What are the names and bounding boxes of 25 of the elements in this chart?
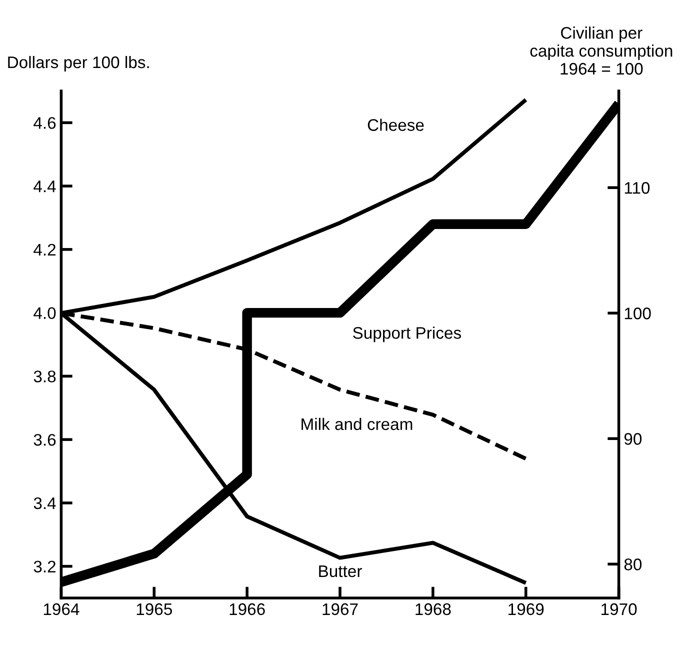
y2-tick-label: 80 xyxy=(624,558,642,570)
series-label: Butter xyxy=(319,565,362,578)
y-tick-label: 3.2 xyxy=(34,560,56,573)
x-tick-label: 1966 xyxy=(230,603,265,616)
x-tick-label: 1967 xyxy=(322,603,358,616)
y-tick-label: 4.0 xyxy=(34,307,56,320)
y2-tick-label: 110 xyxy=(624,182,650,194)
y2-axis-title: Civilian per capita consumption 1964 = 100 xyxy=(530,26,672,75)
x-tick-label: 1969 xyxy=(508,603,544,616)
x-tick-label: 1965 xyxy=(136,603,172,616)
series-label: Milk and cream xyxy=(302,418,412,430)
y-tick-label: 3.4 xyxy=(34,497,56,510)
x-tick-label: 1970 xyxy=(602,603,637,616)
y2-tick-label: 90 xyxy=(624,433,642,445)
y-tick-label: 4.2 xyxy=(34,244,56,256)
x-tick-label: 1964 xyxy=(44,603,80,616)
y-axis-title: Dollars per 100 lbs. xyxy=(8,56,149,72)
y2-tick-label: 100 xyxy=(624,308,651,320)
x-tick-label: 1968 xyxy=(416,603,451,616)
y-tick-label: 4.6 xyxy=(34,117,56,129)
series-label: Support Prices xyxy=(353,326,461,342)
text: Cheese xyxy=(368,118,424,131)
y-tick-label: 3.6 xyxy=(34,434,56,446)
y-tick-label: 3.8 xyxy=(34,370,56,382)
y-tick-label: 4.4 xyxy=(34,180,56,192)
